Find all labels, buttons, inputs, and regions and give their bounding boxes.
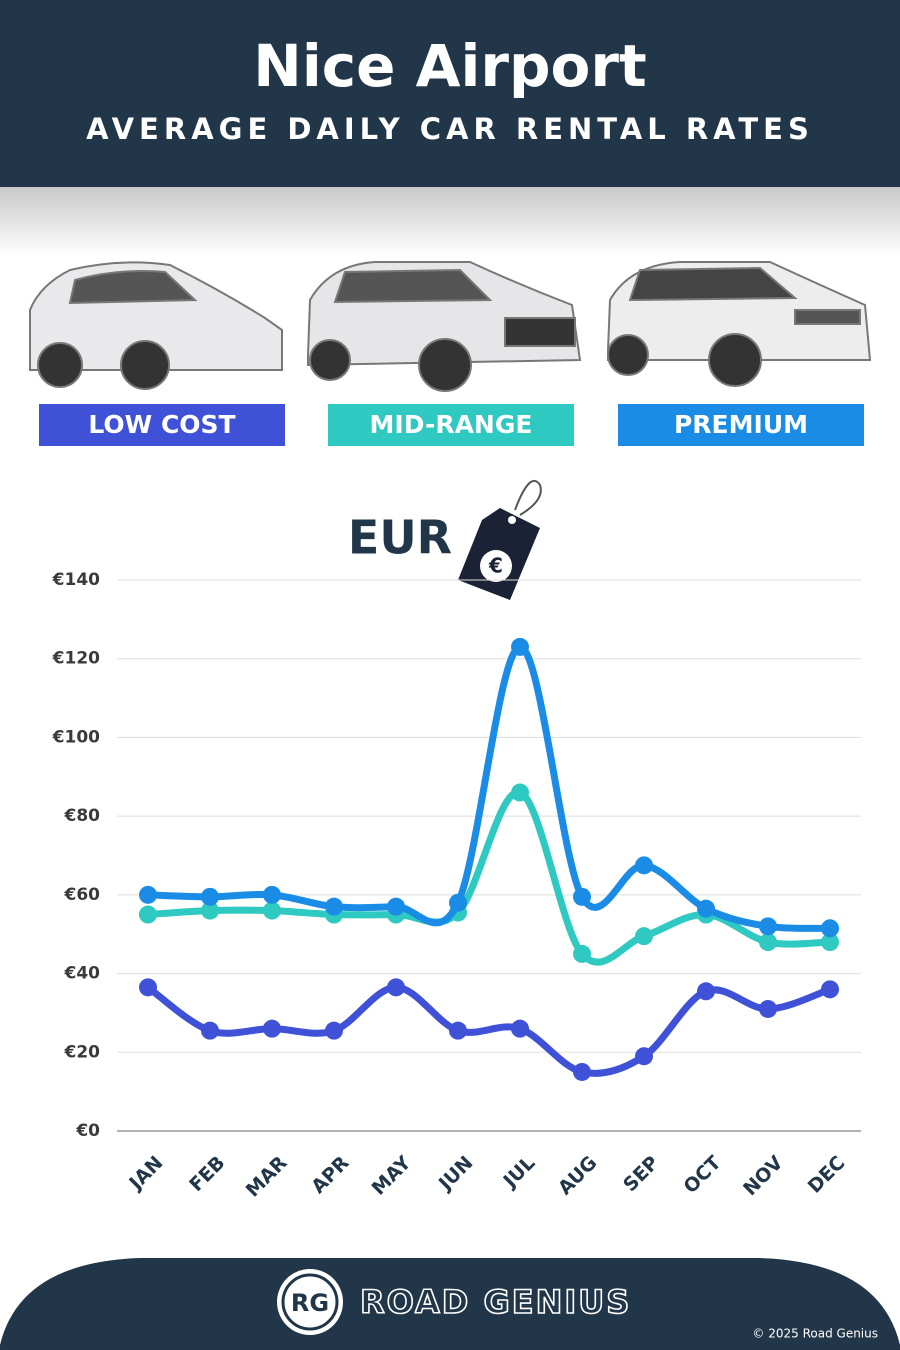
data-point xyxy=(263,885,281,904)
x-tick-label: DEC xyxy=(804,1152,850,1198)
data-point xyxy=(387,897,405,916)
data-point xyxy=(387,978,405,997)
legend-label: MID-RANGE xyxy=(370,410,533,439)
data-point xyxy=(201,901,219,920)
data-point xyxy=(201,1021,219,1040)
header-shadow xyxy=(0,187,900,257)
data-point xyxy=(263,901,281,920)
data-point xyxy=(325,897,343,916)
y-tick-label: €0 xyxy=(75,1121,100,1141)
legend-box xyxy=(39,404,285,446)
x-tick-label: JUN xyxy=(433,1152,477,1196)
y-tick-label: €140 xyxy=(52,570,100,590)
data-point xyxy=(821,980,839,999)
data-point xyxy=(449,1021,467,1040)
y-tick-label: €80 xyxy=(64,806,101,826)
data-point xyxy=(573,944,591,963)
x-tick-label: FEB xyxy=(185,1152,229,1196)
x-tick-label: MAR xyxy=(242,1152,292,1202)
legend-box xyxy=(618,404,864,446)
logo-circle xyxy=(277,1269,343,1335)
data-point xyxy=(821,933,839,952)
legend-label: LOW COST xyxy=(88,410,235,439)
car-suv xyxy=(307,261,582,392)
currency-label: EUR xyxy=(348,511,452,565)
x-tick-label: AUG xyxy=(554,1152,601,1199)
data-point xyxy=(697,982,715,1001)
y-tick-label: €20 xyxy=(64,1042,101,1062)
data-point xyxy=(635,856,653,875)
legend-label: PREMIUM xyxy=(674,410,808,439)
car-hatchback xyxy=(29,261,283,390)
data-point xyxy=(821,919,839,938)
data-point xyxy=(635,1047,653,1066)
data-point xyxy=(573,887,591,906)
header xyxy=(0,0,900,187)
data-point xyxy=(573,1062,591,1081)
data-point xyxy=(139,885,157,904)
data-point xyxy=(449,893,467,912)
data-point xyxy=(697,899,715,918)
data-point xyxy=(511,1019,529,1038)
copyright: © 2025 Road Genius xyxy=(752,1327,878,1341)
x-tick-label: NOV xyxy=(739,1152,787,1200)
data-point xyxy=(635,927,653,946)
data-point xyxy=(263,1019,281,1038)
data-point xyxy=(759,917,777,936)
title: Nice Airport xyxy=(253,32,646,100)
data-point xyxy=(511,783,529,802)
y-tick-label: €120 xyxy=(52,649,100,669)
data-point xyxy=(201,887,219,906)
x-tick-label: JUL xyxy=(498,1152,539,1193)
x-tick-label: APR xyxy=(307,1152,353,1198)
x-tick-label: JAN xyxy=(124,1152,168,1196)
data-point xyxy=(759,999,777,1018)
brand-name: ROAD GENIUS xyxy=(360,1283,631,1321)
data-point xyxy=(511,637,529,656)
data-point xyxy=(139,905,157,924)
x-tick-label: SEP xyxy=(619,1152,663,1196)
logo-ring xyxy=(281,1273,339,1331)
car-premium xyxy=(607,261,872,387)
data-point xyxy=(759,933,777,952)
logo-text: RG xyxy=(291,1289,329,1317)
x-tick-label: MAY xyxy=(368,1152,416,1200)
x-tick-label: OCT xyxy=(679,1152,725,1198)
y-tick-label: €40 xyxy=(64,964,101,984)
y-tick-label: €100 xyxy=(52,727,100,747)
subtitle: AVERAGE DAILY CAR RENTAL RATES xyxy=(86,112,814,146)
series-line xyxy=(145,983,832,1077)
legend-box xyxy=(328,404,574,446)
series-line xyxy=(147,789,831,966)
data-point xyxy=(325,1021,343,1040)
data-point xyxy=(139,978,157,997)
svg-text:€: € xyxy=(488,554,503,578)
footer xyxy=(0,1258,900,1350)
y-tick-label: €60 xyxy=(64,885,101,905)
series-line xyxy=(147,643,831,932)
price-tag-icon: € xyxy=(458,479,542,600)
